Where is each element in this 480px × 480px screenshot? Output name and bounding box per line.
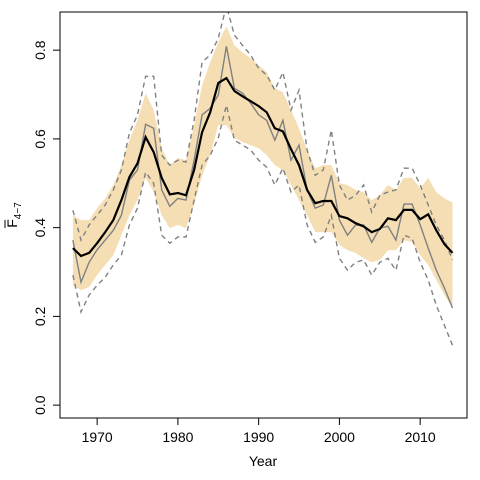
line bbox=[72, 76, 454, 258]
dashed-line bbox=[72, 105, 454, 346]
x-tick-label: 2000 bbox=[324, 429, 355, 445]
confidence-band bbox=[72, 26, 453, 308]
y-axis-label: F4−7 bbox=[4, 202, 24, 228]
y-tick-label: 0.4 bbox=[32, 218, 48, 238]
y-tick-label: 0.6 bbox=[32, 129, 48, 149]
x-tick-label: 1990 bbox=[243, 429, 274, 445]
dashed-line bbox=[72, 12, 454, 261]
x-tick-label: 1970 bbox=[82, 429, 113, 445]
y-tick-label: 0.8 bbox=[32, 40, 48, 60]
x-axis-label: Year bbox=[249, 453, 278, 469]
y-tick-label: 0.0 bbox=[32, 395, 48, 415]
x-tick-label: 2010 bbox=[405, 429, 436, 445]
x-tick-label: 1980 bbox=[162, 429, 193, 445]
y-axis-label-main: F bbox=[4, 219, 20, 228]
plot-area bbox=[72, 12, 454, 346]
y-axis-label-sub: 4−7 bbox=[13, 202, 24, 219]
line bbox=[72, 46, 454, 309]
y-tick-label: 0.2 bbox=[32, 306, 48, 326]
y-axis-label-text: F4−7 bbox=[4, 202, 24, 228]
